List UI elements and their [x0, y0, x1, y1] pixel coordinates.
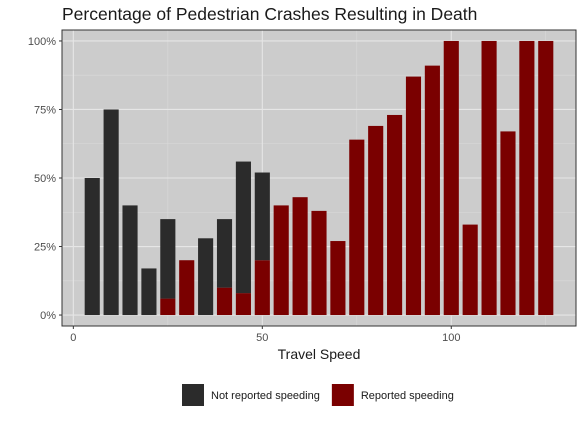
- bar: [538, 40, 554, 316]
- bar: [254, 172, 270, 261]
- y-axis-ticks: 0% 25% 50% 75% 100%: [28, 36, 62, 322]
- bar: [424, 65, 440, 316]
- bar: [160, 219, 176, 299]
- bar: [292, 197, 308, 316]
- bar: [273, 205, 289, 316]
- bars: [61, 29, 577, 327]
- bar: [179, 260, 195, 316]
- bar: [198, 238, 214, 316]
- bar: [160, 298, 176, 316]
- y-tick-label: 75%: [34, 104, 56, 116]
- x-tick-label: 0: [70, 332, 76, 344]
- legend-label: Not reported speeding: [211, 390, 320, 402]
- legend-key: [331, 384, 354, 406]
- legend: Not reported speeding Reported speeding: [182, 384, 454, 406]
- bar: [500, 131, 516, 316]
- bar: [349, 139, 365, 316]
- bar: [311, 210, 327, 316]
- bar: [84, 178, 100, 316]
- bar: [330, 241, 346, 316]
- bar: [254, 260, 270, 316]
- bar: [103, 109, 119, 316]
- bar: [387, 114, 403, 316]
- bar: [405, 76, 422, 316]
- x-tick-label: 100: [442, 332, 460, 344]
- bar: [141, 268, 157, 316]
- bar: [122, 205, 138, 316]
- legend-key: [182, 384, 204, 406]
- x-tick-label: 50: [256, 332, 268, 344]
- y-tick-label: 0%: [40, 310, 56, 322]
- bar: [519, 40, 535, 316]
- chart-title: Percentage of Pedestrian Crashes Resulti…: [62, 4, 478, 24]
- bar: [235, 161, 251, 294]
- bar: [481, 40, 497, 316]
- bar: [368, 125, 384, 316]
- y-tick-label: 100%: [28, 36, 56, 48]
- x-axis-label: Travel Speed: [278, 346, 361, 362]
- y-tick-label: 50%: [34, 173, 56, 185]
- bar: [235, 293, 251, 316]
- y-tick-label: 25%: [34, 242, 56, 254]
- bar: [462, 224, 478, 316]
- x-axis-ticks: 0 50 100: [70, 326, 460, 344]
- bar: [443, 40, 459, 316]
- bar: [216, 219, 233, 288]
- legend-label: Reported speeding: [361, 390, 454, 402]
- bar: [216, 287, 233, 316]
